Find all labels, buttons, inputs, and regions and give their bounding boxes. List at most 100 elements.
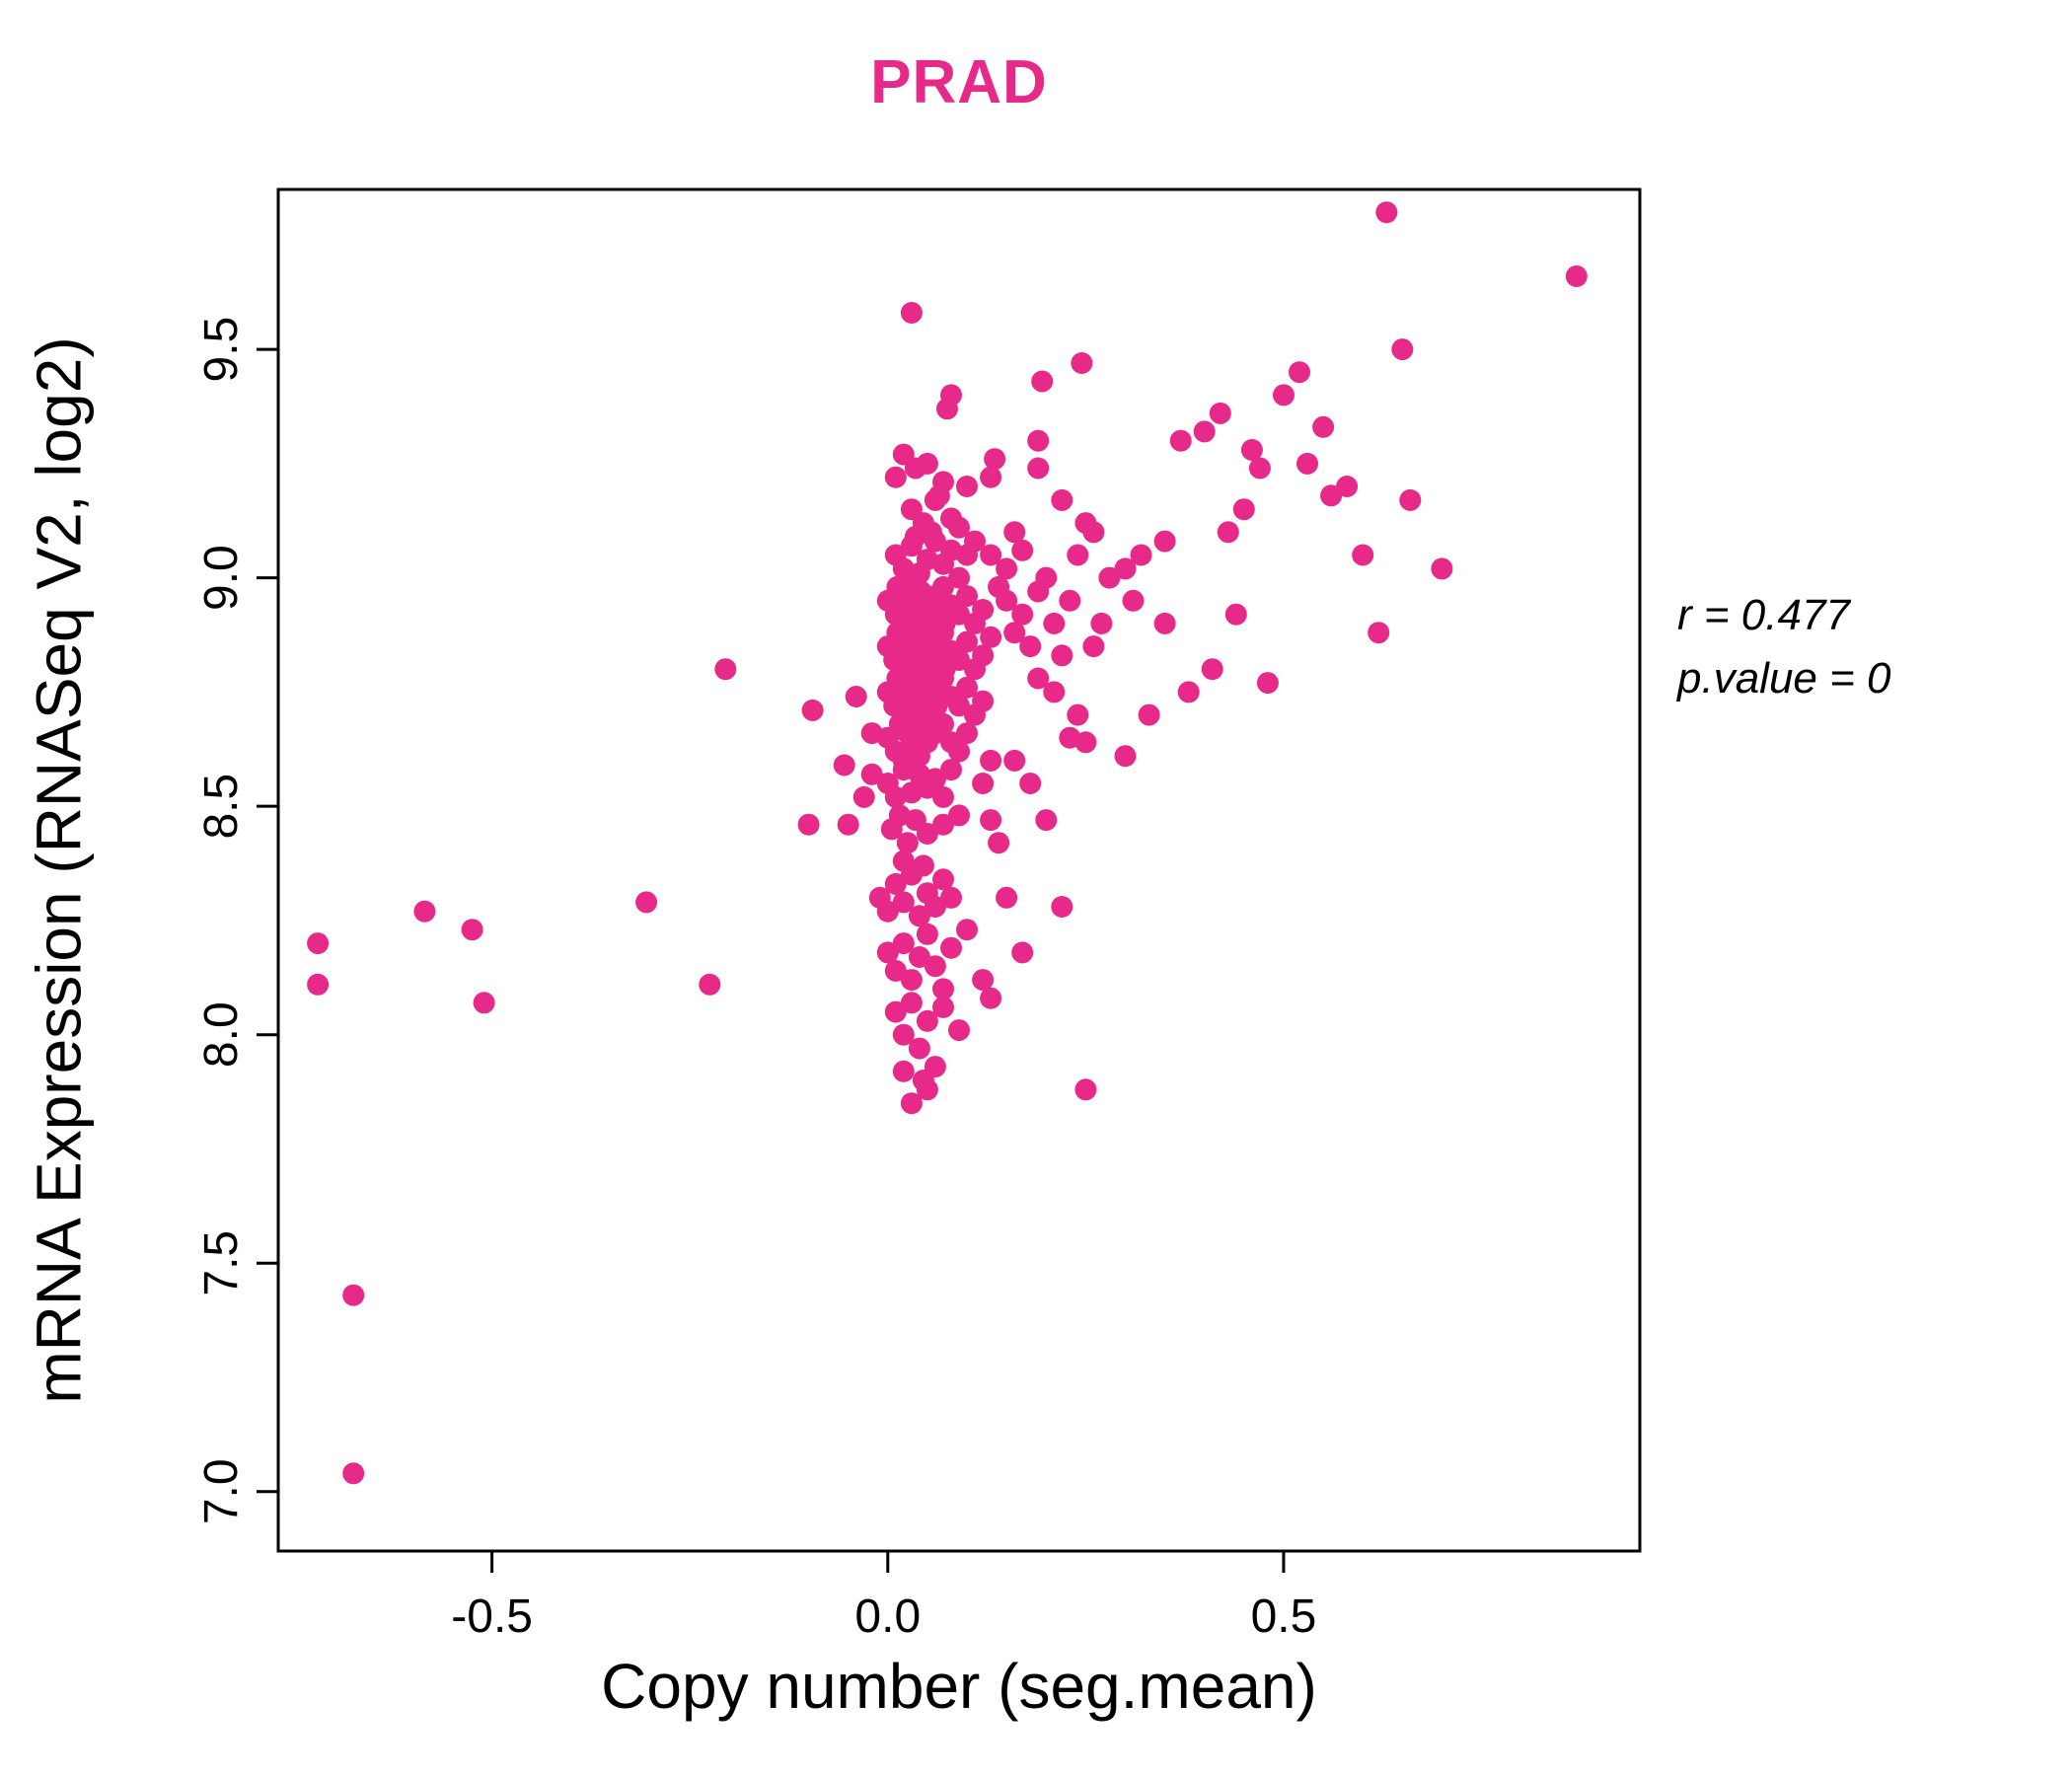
- data-point: [1248, 457, 1271, 480]
- data-point: [1067, 703, 1089, 726]
- data-point: [892, 1023, 915, 1046]
- data-point: [916, 1009, 938, 1032]
- data-point: [892, 1060, 915, 1082]
- y-tick-label: 7.0: [195, 1458, 248, 1524]
- data-point: [1059, 726, 1081, 749]
- data-point: [884, 466, 907, 488]
- data-point: [1312, 415, 1335, 438]
- data-point: [932, 978, 954, 1000]
- data-point: [948, 516, 970, 539]
- data-point: [1043, 612, 1066, 634]
- data-point: [980, 626, 1002, 648]
- data-point: [1071, 352, 1093, 374]
- plot-box: [276, 187, 1642, 1553]
- data-point: [1082, 521, 1105, 544]
- data-point: [948, 566, 970, 589]
- data-point: [932, 575, 954, 598]
- data-point: [1391, 338, 1414, 361]
- data-point: [307, 973, 330, 996]
- data-point: [896, 832, 919, 854]
- data-point: [1074, 1078, 1097, 1101]
- data-point: [1122, 589, 1145, 612]
- data-point: [980, 466, 1002, 488]
- data-point: [1003, 521, 1026, 544]
- data-point: [908, 1037, 930, 1060]
- data-point: [1193, 420, 1216, 443]
- data-point: [1003, 622, 1026, 644]
- data-point: [900, 1092, 923, 1115]
- x-tick-label: -0.5: [451, 1591, 533, 1643]
- data-point: [1153, 612, 1176, 634]
- r-value-text: r = 0.477: [1677, 591, 1850, 639]
- data-point: [1153, 530, 1176, 553]
- data-point: [940, 384, 962, 407]
- data-point: [1232, 498, 1255, 521]
- data-point: [1201, 658, 1223, 681]
- data-point: [956, 919, 978, 941]
- data-point: [307, 932, 330, 955]
- data-point: [1059, 589, 1081, 612]
- data-point: [1565, 265, 1588, 287]
- data-point: [984, 448, 1006, 471]
- data-point: [916, 923, 938, 945]
- data-point: [932, 785, 954, 808]
- data-point: [948, 649, 970, 671]
- data-point: [948, 1019, 970, 1042]
- data-point: [892, 891, 915, 914]
- data-point: [972, 969, 995, 992]
- data-point: [714, 658, 737, 681]
- data-point: [924, 1056, 946, 1078]
- data-point: [996, 589, 1018, 612]
- data-point: [1114, 745, 1137, 768]
- data-point: [980, 749, 1002, 772]
- data-point: [892, 932, 915, 955]
- data-point: [797, 813, 820, 836]
- data-point: [884, 1000, 907, 1023]
- data-point: [1431, 557, 1453, 580]
- data-point: [1090, 612, 1113, 634]
- data-point: [980, 987, 1002, 1009]
- data-point: [980, 809, 1002, 832]
- data-point: [1051, 896, 1073, 918]
- data-point: [876, 941, 899, 964]
- data-point: [1035, 809, 1058, 832]
- data-point: [932, 996, 954, 1018]
- data-point: [924, 768, 946, 790]
- data-point: [1067, 544, 1089, 566]
- data-point: [948, 603, 970, 626]
- y-tick-label: 7.5: [195, 1230, 248, 1296]
- data-point: [972, 644, 995, 667]
- data-point: [972, 599, 995, 621]
- data-point: [1273, 384, 1295, 407]
- data-point: [956, 630, 978, 653]
- y-tick-label: 8.0: [195, 1001, 248, 1068]
- data-point: [1027, 667, 1050, 690]
- p-value-text: p.value = 0: [1677, 653, 1891, 703]
- data-point: [1169, 429, 1192, 452]
- data-point: [924, 955, 946, 978]
- data-point: [1209, 402, 1231, 424]
- data-point: [699, 973, 721, 996]
- data-point: [833, 754, 855, 777]
- data-point: [932, 622, 954, 644]
- data-point: [964, 530, 986, 553]
- data-point: [1399, 488, 1422, 511]
- data-point: [1256, 672, 1279, 695]
- data-point: [916, 823, 938, 845]
- x-tick-label: 0.0: [854, 1591, 921, 1643]
- data-point: [900, 969, 923, 992]
- data-point: [1336, 476, 1359, 497]
- data-point: [932, 712, 954, 735]
- data-point: [892, 850, 915, 872]
- data-point: [1240, 439, 1263, 461]
- data-point: [1130, 544, 1152, 566]
- data-point: [940, 886, 962, 909]
- data-point: [932, 813, 954, 836]
- data-point: [1177, 681, 1200, 703]
- correlation-annotation: r = 0.477 p.value = 0: [1677, 584, 1891, 710]
- data-point: [1003, 749, 1026, 772]
- data-point: [1138, 703, 1160, 726]
- data-point: [1375, 201, 1398, 224]
- data-point: [845, 686, 867, 707]
